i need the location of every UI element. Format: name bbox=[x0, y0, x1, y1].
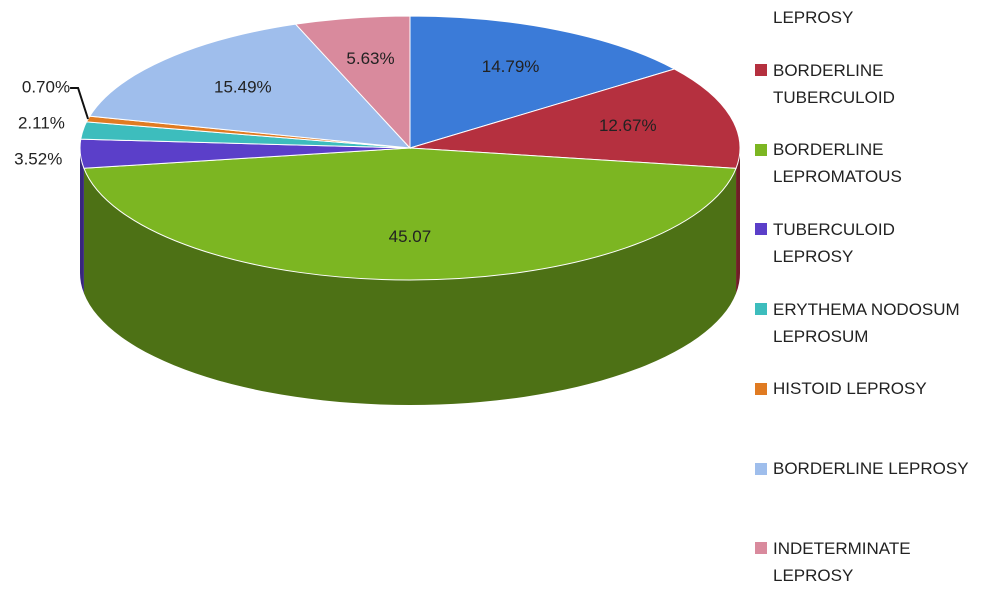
legend-label: ERYTHEMA NODOSUM LEPROSUM bbox=[773, 299, 960, 346]
slice-side bbox=[83, 168, 737, 406]
data-label: 14.79% bbox=[482, 57, 540, 76]
slice bbox=[88, 23, 412, 149]
legend-marker bbox=[755, 462, 767, 475]
data-label: 15.49% bbox=[214, 78, 272, 97]
legend-label: BORDERLINE LEPROMATOUS bbox=[773, 140, 902, 187]
slice-side bbox=[736, 148, 740, 294]
leader-line bbox=[70, 87, 90, 120]
slice bbox=[294, 15, 411, 150]
legend-marker bbox=[755, 64, 767, 76]
data-label: 3.52% bbox=[14, 149, 62, 168]
data-label: 12.67% bbox=[599, 116, 657, 135]
legend-label: HISTOID LEPROSY bbox=[773, 379, 927, 399]
legend-label: LEPROSY bbox=[773, 8, 854, 27]
data-label: 5.63% bbox=[346, 49, 394, 68]
slice bbox=[83, 147, 737, 281]
legend-marker bbox=[755, 382, 767, 395]
legend-marker bbox=[755, 542, 767, 555]
legend-marker bbox=[755, 143, 767, 156]
slice bbox=[409, 15, 676, 149]
legend-label: BORDERLINE TUBERCULOID bbox=[773, 60, 895, 107]
data-label: 0.70% bbox=[22, 77, 70, 96]
legend-marker bbox=[755, 303, 767, 316]
legend-label: TUBERCULOID LEPROSY bbox=[773, 219, 895, 266]
legend-label: BORDERLINE LEPROSY bbox=[773, 459, 969, 478]
legend-label: INDETERMINATE LEPROSY bbox=[773, 538, 911, 585]
slice-side bbox=[80, 148, 84, 294]
legend-marker bbox=[755, 223, 767, 236]
data-label: 45.07 bbox=[389, 227, 432, 246]
slice bbox=[409, 68, 741, 169]
data-label: 2.11% bbox=[18, 113, 65, 132]
